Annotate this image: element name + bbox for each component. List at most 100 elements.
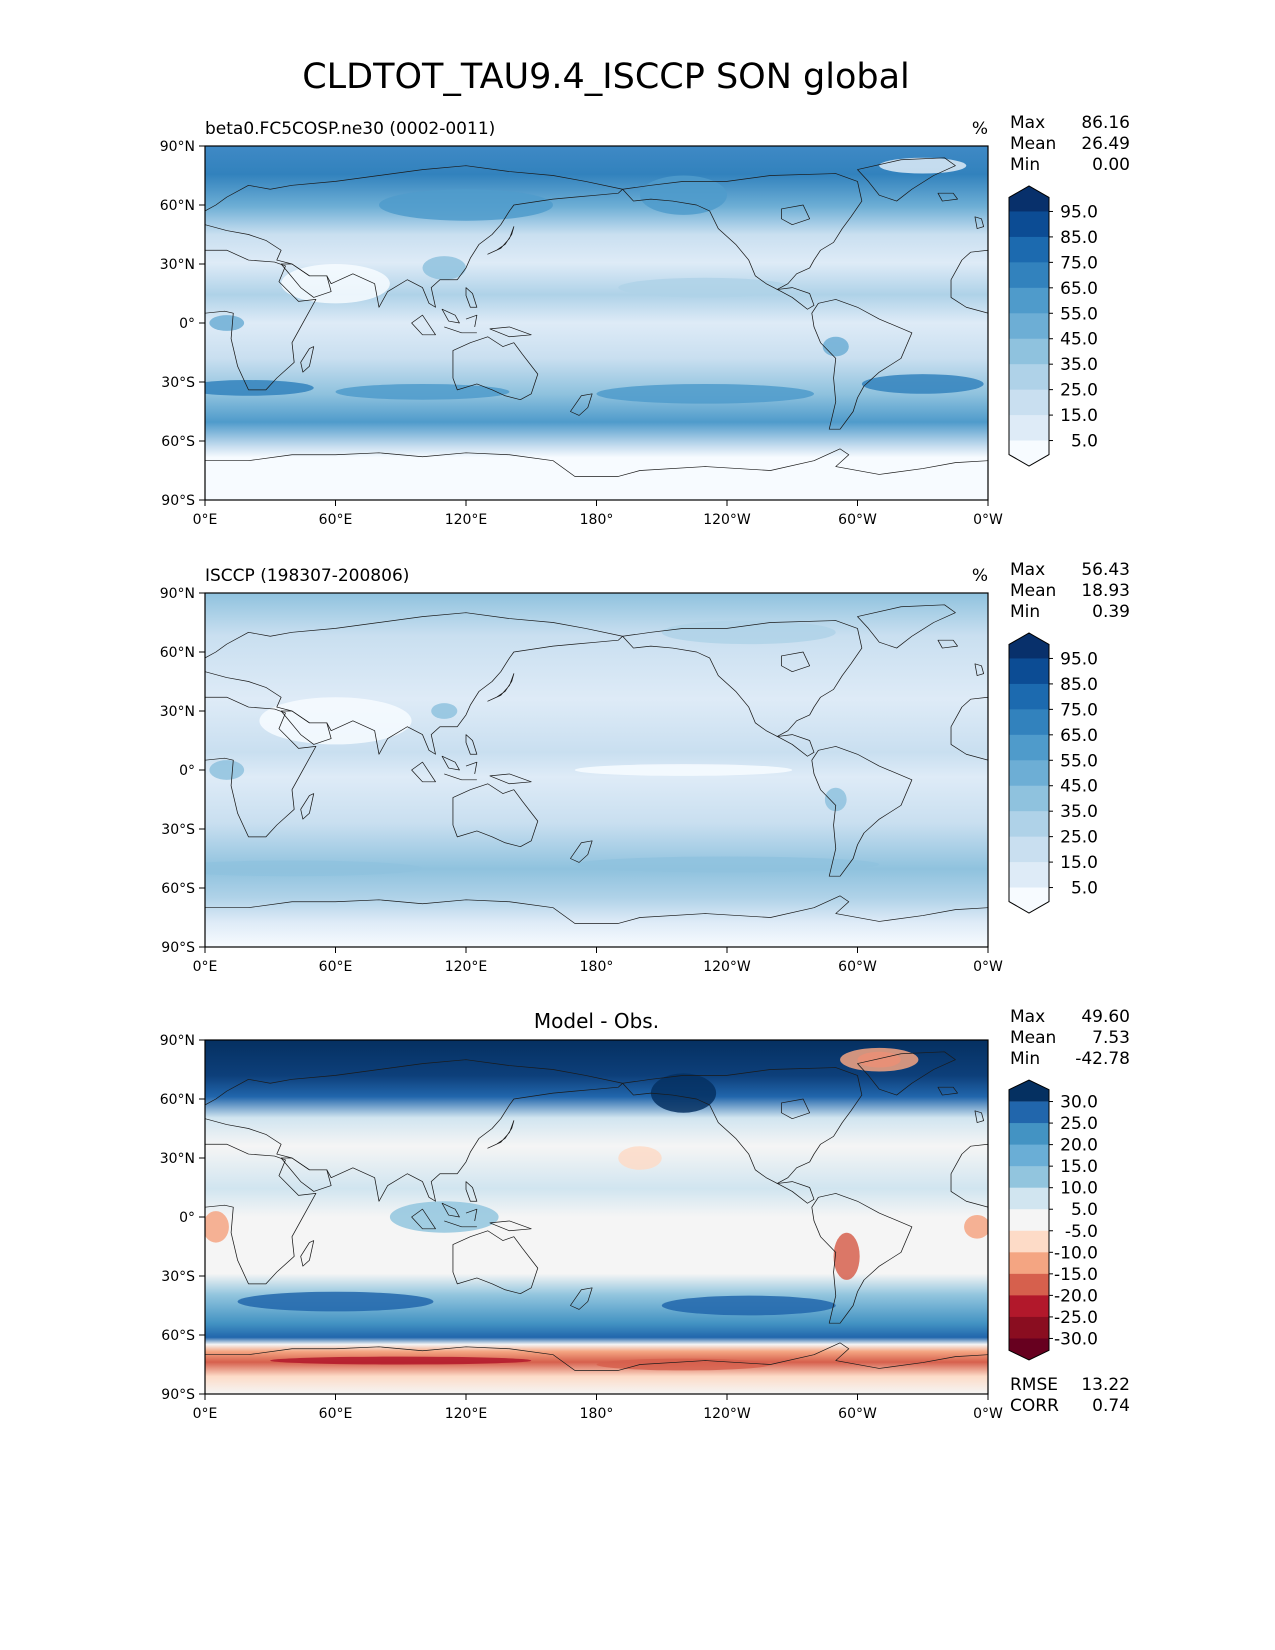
stat-label: Min [1010,155,1040,175]
stat-label: Max [1010,1007,1045,1027]
field-region [259,697,412,745]
field-region [618,277,793,298]
stat-label: Min [1010,602,1040,622]
colorbar-label: 15.0 [1060,1157,1098,1177]
field-region [661,620,836,645]
field-region [574,856,880,873]
colorbar-label: 5.0 [1071,1200,1098,1220]
colorbar: 30.025.020.015.010.05.0-5.0-10.0-15.0-20… [1008,1079,1098,1361]
test-panel: 0°E 60°E 120°E 180° 120°W 60°W 0°W 90°N 60°N 30°N… [160,113,1130,528]
colorbar-label: 5.0 [1071,432,1098,452]
y-tick-label: 30°S [161,1269,195,1285]
colorbar-label: 35.0 [1060,355,1098,375]
colorbar-outline [1008,185,1050,467]
colorbar-swatch [1009,760,1049,787]
colorbar-swatch [1009,1166,1049,1189]
colorbar-label: 15.0 [1060,853,1098,873]
stat-value: 7.53 [1092,1028,1130,1048]
y-tick-label: 0° [179,1210,195,1226]
colorbar-swatch [1009,1123,1049,1146]
field-region [840,1047,919,1072]
colorbar-label: 75.0 [1060,253,1098,273]
y-tick-label: 90°S [161,1387,195,1403]
map-field [205,593,988,947]
y-tick-label: 30°N [160,1151,195,1167]
y-tick-label: 90°N [160,1033,195,1049]
y-tick-label: 60°S [161,1328,195,1344]
colorbar-swatch [1009,633,1049,659]
x-tick-label: 60°E [319,959,353,975]
y-tick-label: 30°S [161,375,195,391]
colorbar-label: 85.0 [1060,675,1098,695]
figure-title: CLDTOT_TAU9.4_ISCCP SON global [302,57,910,97]
colorbar-label: 65.0 [1060,726,1098,746]
colorbar-swatch [1009,415,1049,442]
y-tick-label: 90°S [161,493,195,509]
units-label: % [972,119,988,139]
x-tick-label: 120°W [703,512,751,528]
metric-value: 13.22 [1081,1375,1130,1395]
colorbar-outline [1008,632,1050,914]
colorbar-label: -5.0 [1065,1222,1098,1242]
colorbar-swatch [1009,389,1049,416]
y-tick-label: 90°N [160,139,195,155]
y-tick-label: 30°N [160,704,195,720]
y-tick-label: 60°N [160,198,195,214]
field-region [596,1358,771,1371]
colorbar-label: 25.0 [1060,381,1098,401]
colorbar-swatch [1009,1144,1049,1167]
field-region [389,1201,499,1233]
colorbar-label: 95.0 [1060,649,1098,669]
field-region [964,1215,988,1239]
colorbar-swatch [1009,236,1049,263]
stat-label: Max [1010,113,1045,133]
colorbar-swatch [1009,1295,1049,1318]
colorbar-label: 25.0 [1060,1114,1098,1134]
colorbar-swatch [1009,709,1049,736]
y-tick-label: 60°N [160,645,195,661]
colorbar-label: 35.0 [1060,802,1098,822]
x-tick-label: 60°E [319,512,353,528]
colorbar-label: 20.0 [1060,1136,1098,1156]
y-tick-label: 60°S [161,881,195,897]
colorbar-label: 65.0 [1060,279,1098,299]
colorbar-label: 10.0 [1060,1179,1098,1199]
y-tick-label: 0° [179,316,195,332]
stat-value: -42.78 [1075,1049,1130,1069]
field-region [379,189,553,221]
colorbar: 95.0 85.0 75.0 65.0 55.0 45.0 35.0 25.0 15.0 5.0 [1008,185,1098,467]
colorbar-swatch [1009,440,1049,466]
x-tick-label: 0°W [973,959,1003,975]
field-region [596,383,814,404]
stat-value: 56.43 [1081,560,1130,580]
colorbar-label: 55.0 [1060,304,1098,324]
colorbar-label: 95.0 [1060,202,1098,222]
field-region [209,760,245,780]
units-label: % [972,566,988,586]
x-tick-label: 0°E [193,1406,218,1422]
colorbar-swatch [1009,811,1049,838]
field-region [650,1073,717,1113]
colorbar-swatch [1009,887,1049,913]
colorbar-swatch [1009,287,1049,314]
y-tick-label: 60°N [160,1092,195,1108]
colorbar-label: -25.0 [1054,1308,1098,1328]
field-region [431,703,458,719]
colorbar-swatch [1009,1230,1049,1253]
colorbar-label: 45.0 [1060,777,1098,797]
metric-label: CORR [1010,1396,1059,1416]
colorbar-swatch [1009,862,1049,889]
reference-panel: 0°E 60°E 120°E 180° 120°W 60°W 0°W 90°N 60°N 30°N… [160,560,1130,975]
field-region [618,1146,662,1170]
colorbar-swatch [1009,683,1049,710]
colorbar-swatch [1009,1316,1049,1339]
x-tick-label: 120°W [703,1406,751,1422]
colorbar-swatch [1009,1273,1049,1296]
colorbar-swatch [1009,836,1049,863]
colorbar-label: 85.0 [1060,228,1098,248]
colorbar-swatch [1009,1209,1049,1232]
y-tick-label: 0° [179,763,195,779]
colorbar-outline [1008,1079,1050,1361]
y-tick-label: 30°S [161,822,195,838]
field-region [205,380,314,396]
